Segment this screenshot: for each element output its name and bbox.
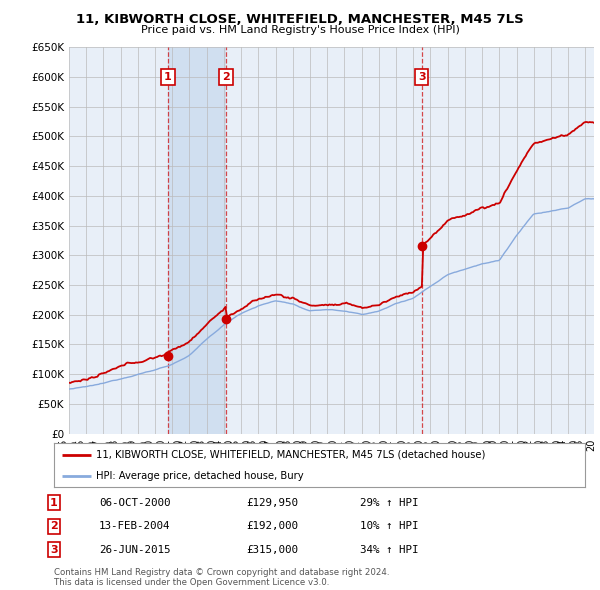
Text: 11, KIBWORTH CLOSE, WHITEFIELD, MANCHESTER, M45 7LS (detached house): 11, KIBWORTH CLOSE, WHITEFIELD, MANCHEST… (97, 450, 486, 460)
Text: 13-FEB-2004: 13-FEB-2004 (99, 522, 170, 531)
Text: 1: 1 (50, 498, 58, 507)
Text: 11, KIBWORTH CLOSE, WHITEFIELD, MANCHESTER, M45 7LS: 11, KIBWORTH CLOSE, WHITEFIELD, MANCHEST… (76, 13, 524, 26)
Text: £192,000: £192,000 (246, 522, 298, 531)
Text: 3: 3 (50, 545, 58, 555)
Text: 3: 3 (418, 72, 425, 82)
Text: 1: 1 (164, 72, 172, 82)
Text: £315,000: £315,000 (246, 545, 298, 555)
Text: 34% ↑ HPI: 34% ↑ HPI (360, 545, 419, 555)
Text: 10% ↑ HPI: 10% ↑ HPI (360, 522, 419, 531)
Text: 06-OCT-2000: 06-OCT-2000 (99, 498, 170, 507)
Text: Price paid vs. HM Land Registry's House Price Index (HPI): Price paid vs. HM Land Registry's House … (140, 25, 460, 35)
Bar (168, 47, 226, 434)
Text: 2: 2 (222, 72, 230, 82)
Text: 26-JUN-2015: 26-JUN-2015 (99, 545, 170, 555)
Text: HPI: Average price, detached house, Bury: HPI: Average price, detached house, Bury (97, 471, 304, 481)
Text: 29% ↑ HPI: 29% ↑ HPI (360, 498, 419, 507)
Text: Contains HM Land Registry data © Crown copyright and database right 2024.
This d: Contains HM Land Registry data © Crown c… (54, 568, 389, 587)
Text: 2: 2 (50, 522, 58, 531)
Text: £129,950: £129,950 (246, 498, 298, 507)
